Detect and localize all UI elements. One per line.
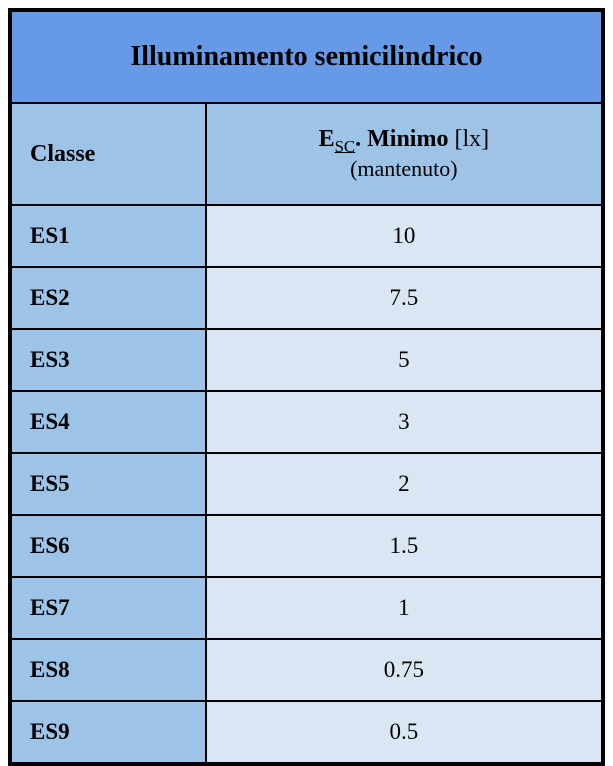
cell-value: 0.5 [206, 701, 603, 764]
esc-subscript: SC [335, 136, 356, 155]
table-body: ES1 10 ES2 7.5 ES3 5 ES4 3 ES5 2 ES6 1.5… [10, 205, 603, 764]
cell-classe: ES1 [10, 205, 206, 267]
esc-symbol: E [319, 126, 335, 152]
table-row: ES4 3 [10, 391, 603, 453]
cell-value: 7.5 [206, 267, 603, 329]
cell-classe: ES9 [10, 701, 206, 764]
illuminance-table: Illuminamento semicilindrico Classe ESC.… [8, 8, 605, 766]
table-row: ES6 1.5 [10, 515, 603, 577]
cell-value: 2 [206, 453, 603, 515]
cell-classe: ES4 [10, 391, 206, 453]
cell-value: 1.5 [206, 515, 603, 577]
table-row: ES9 0.5 [10, 701, 603, 764]
cell-value: 3 [206, 391, 603, 453]
header-classe: Classe [10, 103, 206, 205]
table-row: ES8 0.75 [10, 639, 603, 701]
min-label: . Minimo [355, 126, 448, 152]
cell-classe: ES6 [10, 515, 206, 577]
cell-classe: ES7 [10, 577, 206, 639]
table-row: ES5 2 [10, 453, 603, 515]
header-subtitle: (mantenuto) [207, 156, 601, 182]
cell-classe: ES3 [10, 329, 206, 391]
table-row: ES7 1 [10, 577, 603, 639]
table-row: ES1 10 [10, 205, 603, 267]
table-row: ES2 7.5 [10, 267, 603, 329]
table-title: Illuminamento semicilindrico [10, 10, 603, 103]
cell-value: 10 [206, 205, 603, 267]
header-value: ESC. Minimo [lx] (mantenuto) [206, 103, 603, 205]
cell-value: 1 [206, 577, 603, 639]
cell-value: 5 [206, 329, 603, 391]
cell-value: 0.75 [206, 639, 603, 701]
cell-classe: ES8 [10, 639, 206, 701]
table-row: ES3 5 [10, 329, 603, 391]
cell-classe: ES5 [10, 453, 206, 515]
cell-classe: ES2 [10, 267, 206, 329]
unit-label: [lx] [448, 126, 489, 152]
